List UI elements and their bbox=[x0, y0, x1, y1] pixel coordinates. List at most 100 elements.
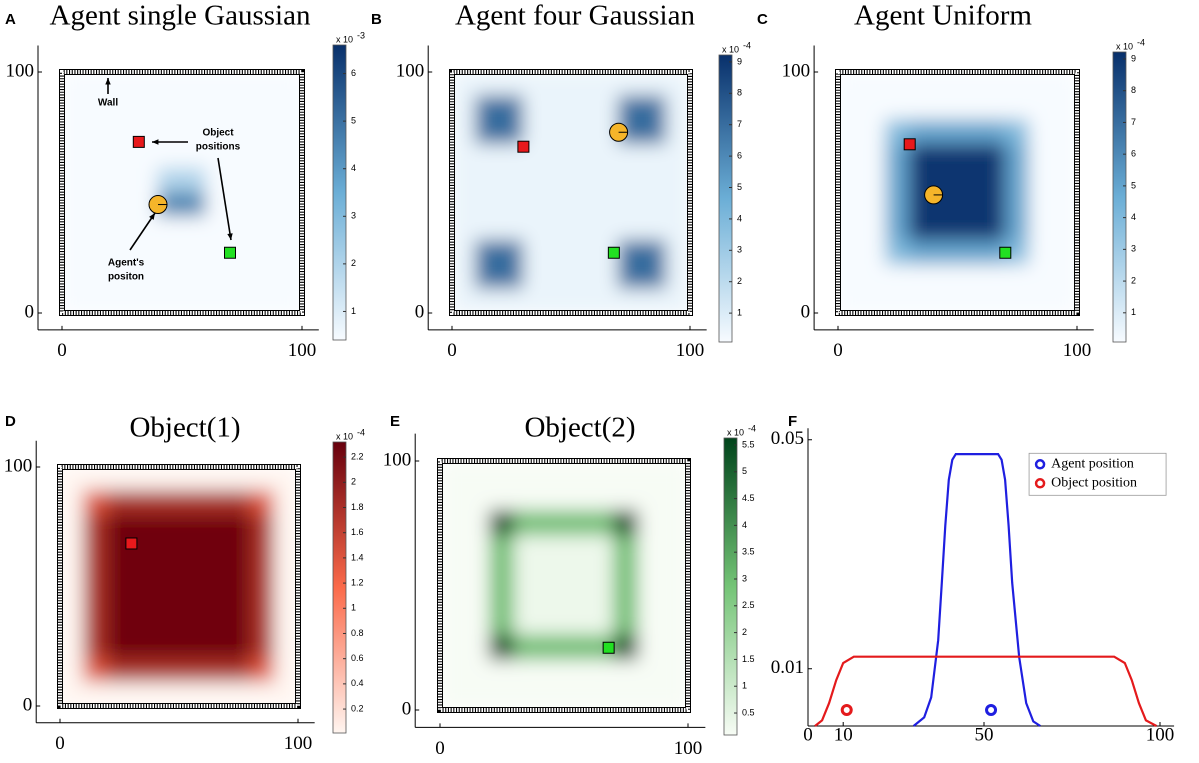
heat-cell bbox=[273, 609, 298, 635]
heat-cell bbox=[1004, 72, 1030, 97]
heat-cell bbox=[464, 485, 491, 512]
legend-marker bbox=[1034, 459, 1046, 470]
panel-label: B bbox=[371, 11, 382, 28]
heat-cell bbox=[563, 461, 590, 487]
colorbar-tick-label: 1 bbox=[742, 681, 747, 691]
heat-cell bbox=[107, 609, 132, 635]
colorbar-tick-label: 1.2 bbox=[351, 577, 364, 587]
heat-cell bbox=[83, 514, 109, 540]
heat-cell bbox=[273, 586, 298, 611]
heat-cell bbox=[538, 535, 565, 562]
heat-cell bbox=[594, 288, 620, 313]
heat-cell bbox=[452, 264, 477, 290]
heat-cell bbox=[109, 167, 135, 193]
heat-cell bbox=[202, 467, 228, 492]
colorbar-tick-label: 4.5 bbox=[742, 493, 755, 503]
object-marker bbox=[999, 246, 1012, 259]
annotation-arrow bbox=[129, 212, 156, 251]
object-marker bbox=[903, 138, 916, 151]
heat-cell bbox=[62, 240, 87, 266]
heat-cell bbox=[618, 288, 643, 313]
curve bbox=[912, 453, 1041, 727]
heat-cell bbox=[464, 684, 491, 710]
heat-cell bbox=[1004, 264, 1030, 290]
heat-cell bbox=[570, 72, 596, 97]
heat-cell bbox=[205, 216, 231, 242]
heat-cell bbox=[181, 119, 207, 145]
heat-cell bbox=[226, 633, 251, 659]
colorbar-tick-label: 6 bbox=[737, 150, 742, 160]
heat-cell bbox=[563, 609, 590, 636]
heat-cell bbox=[130, 586, 156, 611]
heat-cell bbox=[665, 143, 690, 169]
heat-cell bbox=[662, 585, 688, 611]
colorbar-tick-label: 1.6 bbox=[351, 527, 364, 537]
annotation: Wall bbox=[98, 98, 118, 109]
heat-cell bbox=[594, 167, 620, 193]
heatmap bbox=[440, 461, 688, 710]
colorbar-tick-label: 5 bbox=[737, 182, 742, 192]
heat-cell bbox=[570, 216, 596, 242]
heat-cell bbox=[861, 288, 887, 313]
heat-cell bbox=[253, 288, 279, 313]
heat-cell bbox=[499, 240, 524, 266]
heat-cell bbox=[475, 167, 501, 193]
heat-cell bbox=[618, 240, 643, 266]
heat-cell bbox=[885, 288, 911, 313]
colorbar-tick-label: 5 bbox=[351, 116, 356, 126]
heat-cell bbox=[980, 167, 1006, 193]
heat-cell bbox=[499, 264, 524, 290]
legend-marker bbox=[1034, 478, 1046, 489]
colorbar-exponent-base: x 10 bbox=[336, 34, 353, 44]
heat-cell bbox=[838, 264, 863, 290]
heat-cell bbox=[637, 535, 664, 562]
heat-cell bbox=[522, 192, 548, 218]
heat-cell bbox=[662, 510, 688, 537]
heat-cell bbox=[85, 288, 111, 313]
heat-cell bbox=[588, 659, 615, 686]
heat-cell bbox=[475, 264, 501, 290]
heat-cell bbox=[62, 72, 87, 97]
heat-cell bbox=[613, 684, 639, 710]
heat-cell bbox=[838, 95, 863, 121]
heat-cell bbox=[60, 657, 85, 683]
colorbar-tick-label: 0.5 bbox=[742, 707, 755, 717]
heat-cell bbox=[229, 167, 255, 193]
heat-cell bbox=[665, 216, 690, 242]
curve bbox=[814, 655, 1158, 727]
heat-cell bbox=[662, 560, 688, 586]
heat-cell bbox=[513, 659, 540, 686]
heat-cell bbox=[130, 609, 156, 635]
heat-cell bbox=[249, 681, 275, 706]
annotation: positon bbox=[108, 272, 144, 283]
heat-cell bbox=[570, 143, 596, 169]
heat-cell bbox=[637, 510, 664, 537]
heat-cell bbox=[133, 167, 159, 193]
heat-cell bbox=[83, 467, 109, 492]
heat-cell bbox=[178, 586, 204, 611]
heat-cell bbox=[83, 586, 109, 611]
heat-cell bbox=[522, 240, 548, 266]
heat-cell bbox=[522, 288, 548, 313]
heat-cell bbox=[641, 216, 667, 242]
heat-cell bbox=[588, 535, 615, 562]
heat-cell bbox=[637, 560, 664, 586]
heat-cell bbox=[546, 143, 572, 169]
heat-cell bbox=[157, 143, 183, 169]
heat-cell bbox=[107, 467, 132, 492]
heat-cell bbox=[522, 216, 548, 242]
colorbar-tick-label: 0.4 bbox=[351, 678, 364, 688]
heat-cell bbox=[522, 95, 548, 121]
heat-cell bbox=[202, 562, 228, 587]
heat-cell bbox=[489, 485, 515, 512]
heat-cell bbox=[178, 514, 204, 540]
colorbar-tick-label: 2 bbox=[351, 258, 356, 268]
heat-cell bbox=[85, 264, 111, 290]
heat-cell bbox=[613, 634, 639, 661]
heat-cell bbox=[513, 535, 540, 562]
heat-cell bbox=[546, 192, 572, 218]
heat-cell bbox=[107, 657, 132, 683]
heat-cell bbox=[440, 634, 466, 661]
colorbar-tick-label: 2 bbox=[742, 627, 747, 637]
